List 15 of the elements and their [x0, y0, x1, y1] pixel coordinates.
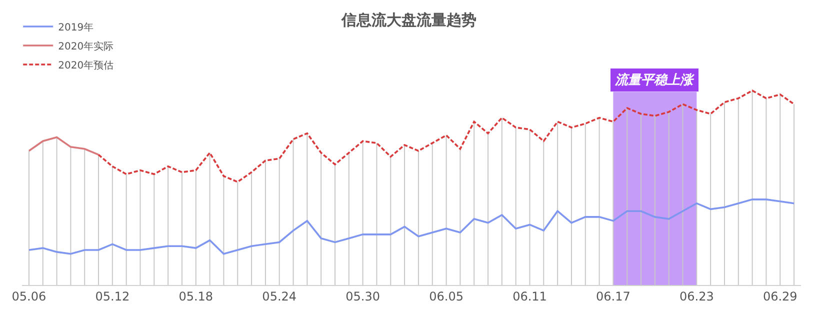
- x-tick-label: 05.30: [346, 289, 380, 304]
- x-tick-label: 06.17: [596, 289, 630, 304]
- chart-title: 信息流大盘流量趋势: [340, 11, 476, 30]
- x-tick-label: 06.05: [429, 289, 464, 304]
- x-tick-label: 05.24: [262, 289, 297, 304]
- band-label: 流量平稳上涨: [614, 72, 695, 88]
- x-tick-label: 05.12: [95, 289, 130, 304]
- x-tick-label: 06.23: [679, 289, 714, 304]
- x-tick-label: 05.06: [12, 289, 46, 304]
- x-tick-label: 06.29: [762, 289, 798, 304]
- legend-label: 2019年: [58, 21, 94, 34]
- x-tick-label: 05.18: [178, 289, 214, 304]
- legend-label: 2020年实际: [58, 40, 114, 52]
- legend-label: 2020年预估: [58, 59, 114, 72]
- x-tick-label: 06.11: [512, 289, 547, 304]
